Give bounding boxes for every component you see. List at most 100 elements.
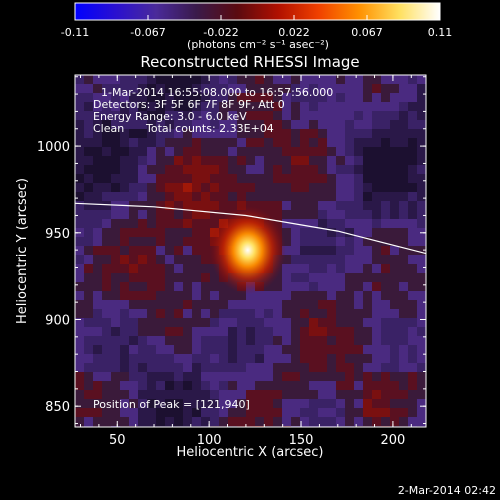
heatmap-cell	[138, 354, 147, 363]
heatmap-cell	[354, 120, 363, 129]
heatmap-cell	[354, 219, 363, 228]
heatmap-cell	[282, 201, 291, 210]
heatmap-cell	[408, 93, 417, 102]
heatmap-cell	[183, 210, 192, 219]
heatmap-cell	[156, 300, 165, 309]
total-counts-label: Total counts: 2.33E+04	[145, 122, 274, 135]
heatmap-cell	[165, 399, 174, 408]
heatmap-cell	[111, 354, 120, 363]
heatmap-cell	[246, 381, 255, 390]
heatmap-cell	[309, 75, 318, 84]
heatmap-cell	[93, 183, 102, 192]
heatmap-cell	[309, 138, 318, 147]
heatmap-cell	[309, 201, 318, 210]
heatmap-cell	[381, 183, 390, 192]
heatmap-cell	[336, 318, 345, 327]
heatmap-cell	[129, 174, 138, 183]
heatmap-cell	[84, 408, 93, 417]
heatmap-cell	[219, 390, 228, 399]
heatmap-cell	[318, 354, 327, 363]
heatmap-cell	[246, 300, 255, 309]
heatmap-cell	[417, 192, 426, 201]
heatmap-cell	[147, 354, 156, 363]
heatmap-cell	[192, 75, 201, 84]
heatmap-cell	[309, 246, 318, 255]
heatmap-cell	[309, 372, 318, 381]
heatmap-cell	[138, 327, 147, 336]
heatmap-cell	[390, 309, 399, 318]
heatmap-cell	[363, 264, 372, 273]
heatmap-cell	[408, 345, 417, 354]
heatmap-cell	[399, 354, 408, 363]
heatmap-cell	[93, 174, 102, 183]
heatmap-cell	[84, 363, 93, 372]
heatmap-cell	[291, 111, 300, 120]
heatmap-cell	[363, 102, 372, 111]
heatmap-cell	[309, 219, 318, 228]
heatmap-cell	[255, 192, 264, 201]
heatmap-cell	[246, 417, 255, 426]
heatmap-cell	[309, 309, 318, 318]
heatmap-cell	[84, 381, 93, 390]
heatmap-cell	[291, 354, 300, 363]
heatmap-cell	[264, 174, 273, 183]
heatmap-cell	[273, 336, 282, 345]
heatmap-cell	[201, 264, 210, 273]
heatmap-cell	[192, 219, 201, 228]
heatmap-cell	[156, 390, 165, 399]
heatmap-cell	[363, 201, 372, 210]
heatmap-cell	[156, 282, 165, 291]
heatmap-cell	[345, 246, 354, 255]
heatmap-cell	[255, 156, 264, 165]
heatmap-cell	[165, 309, 174, 318]
heatmap-cell	[363, 417, 372, 426]
heatmap-cell	[201, 246, 210, 255]
heatmap-cell	[417, 84, 426, 93]
heatmap-cell	[300, 327, 309, 336]
heatmap-cell	[201, 228, 210, 237]
heatmap-cell	[372, 318, 381, 327]
heatmap-cell	[273, 318, 282, 327]
heatmap-cell	[372, 309, 381, 318]
heatmap-cell	[336, 228, 345, 237]
heatmap-cell	[237, 291, 246, 300]
heatmap-cell	[246, 102, 255, 111]
heatmap-cell	[381, 336, 390, 345]
heatmap-cell	[192, 147, 201, 156]
heatmap-cell	[291, 399, 300, 408]
heatmap-cell	[84, 300, 93, 309]
heatmap-cell	[93, 228, 102, 237]
heatmap-cell	[201, 165, 210, 174]
date-stamp: 2-Mar-2014 02:42	[398, 484, 496, 497]
heatmap-cell	[354, 399, 363, 408]
heatmap-cell	[165, 255, 174, 264]
heatmap-cell	[183, 255, 192, 264]
heatmap-cell	[345, 354, 354, 363]
heatmap-cell	[291, 129, 300, 138]
heatmap-cell	[282, 84, 291, 93]
heatmap-cell	[165, 300, 174, 309]
heatmap-cell	[372, 183, 381, 192]
heatmap-cell	[399, 93, 408, 102]
heatmap-cell	[138, 147, 147, 156]
heatmap-cell	[165, 156, 174, 165]
heatmap-cell	[147, 336, 156, 345]
heatmap-cell	[165, 318, 174, 327]
heatmap-cell	[138, 372, 147, 381]
heatmap-cell	[327, 138, 336, 147]
heatmap-cell	[129, 273, 138, 282]
heatmap-cell	[75, 75, 84, 84]
heatmap-cell	[237, 129, 246, 138]
heatmap-cell	[201, 201, 210, 210]
heatmap-cell	[345, 399, 354, 408]
heatmap-cell	[75, 111, 84, 120]
heatmap-cell	[156, 246, 165, 255]
heatmap-cell	[147, 264, 156, 273]
heatmap-cell	[273, 183, 282, 192]
heatmap-cell	[237, 147, 246, 156]
heatmap-cell	[300, 129, 309, 138]
heatmap-cell	[417, 246, 426, 255]
heatmap-cell	[174, 174, 183, 183]
heatmap-cell	[417, 237, 426, 246]
heatmap-cell	[183, 75, 192, 84]
